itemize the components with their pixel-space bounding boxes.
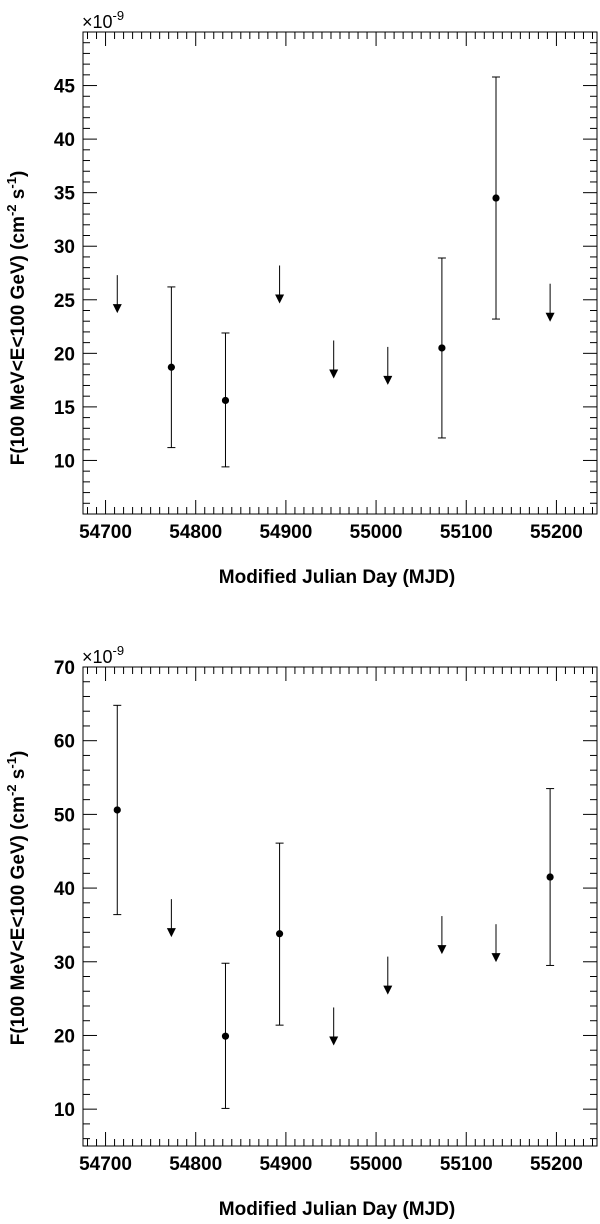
y-tick-label: 35 [54, 184, 76, 205]
x-tick-label: 55200 [530, 1154, 583, 1175]
y-tick-label: 20 [54, 344, 75, 365]
y-tick-label: 30 [54, 237, 75, 258]
y-tick-label: 50 [54, 805, 75, 826]
y-tick-label: 70 [54, 658, 75, 679]
x-tick-label: 54800 [169, 1154, 222, 1175]
y-tick-label: 30 [54, 953, 75, 974]
x-tick-label: 54700 [79, 1154, 132, 1175]
x-tick-label: 54800 [169, 522, 222, 543]
bottom-panel: 54700 54800 54900 55000 55100 55200 10 20 30 40 50… [4, 643, 598, 1220]
upper-limit-arrow [275, 294, 285, 304]
upper-limit-arrow [329, 1036, 339, 1046]
data-points [112, 76, 555, 468]
y-axis-title: F(100 MeV<E<100 GeV) (cm-2 s-1) [4, 751, 29, 1046]
axis-ticks: 54700 54800 54900 55000 55100 55200 10 20 30 40 50… [54, 658, 597, 1175]
top-panel: 54700 54800 54900 55000 55100 55200 10 15 20 25 30… [4, 8, 598, 588]
x-tick-label: 55000 [350, 1154, 403, 1175]
data-point [275, 930, 284, 938]
x-tick-label: 54700 [79, 522, 132, 543]
y-tick-label: 25 [54, 291, 76, 312]
x-tick-label: 55200 [530, 522, 583, 543]
axis-ticks: 54700 54800 54900 55000 55100 55200 10 15 20 25 30… [54, 31, 597, 543]
y-tick-label: 15 [54, 398, 76, 419]
upper-limit-arrow [383, 375, 393, 385]
y-tick-label: 20 [54, 1026, 75, 1047]
data-point [546, 873, 554, 881]
y-tick-label: 10 [54, 1100, 75, 1121]
y-axis-title: F(100 MeV<E<100 GeV) (cm-2 s-1) [4, 171, 29, 466]
data-point [492, 194, 500, 202]
x-tick-label: 54900 [259, 1154, 312, 1175]
x-tick-label: 55100 [440, 1154, 493, 1175]
x-tick-label: 55000 [350, 522, 403, 543]
upper-limit-arrow [383, 985, 393, 995]
upper-limit-arrow [329, 369, 339, 379]
data-point [221, 396, 230, 405]
data-points [113, 704, 555, 1109]
y-tick-label: 40 [54, 130, 75, 151]
x-axis-title: Modified Julian Day (MJD) [219, 567, 455, 588]
y-tick-label: 40 [54, 879, 75, 900]
x-axis-title: Modified Julian Day (MJD) [219, 1199, 455, 1220]
upper-limit-arrow [166, 928, 176, 938]
y-tick-label: 10 [54, 451, 75, 472]
upper-limit-arrow [491, 953, 501, 963]
y-tick-label: 60 [54, 732, 75, 753]
data-point [167, 363, 175, 371]
upper-limit-arrow [112, 304, 122, 314]
x-tick-label: 55100 [440, 522, 493, 543]
y-multiplier: ×10-9 [82, 643, 124, 667]
data-point [438, 344, 446, 352]
x-tick-label: 54900 [259, 522, 312, 543]
upper-limit-arrow [545, 312, 555, 322]
upper-limit-arrow [437, 945, 447, 955]
data-point [113, 806, 121, 814]
y-tick-label: 45 [54, 77, 76, 98]
y-multiplier: ×10-9 [82, 8, 124, 32]
data-point [221, 1032, 230, 1040]
